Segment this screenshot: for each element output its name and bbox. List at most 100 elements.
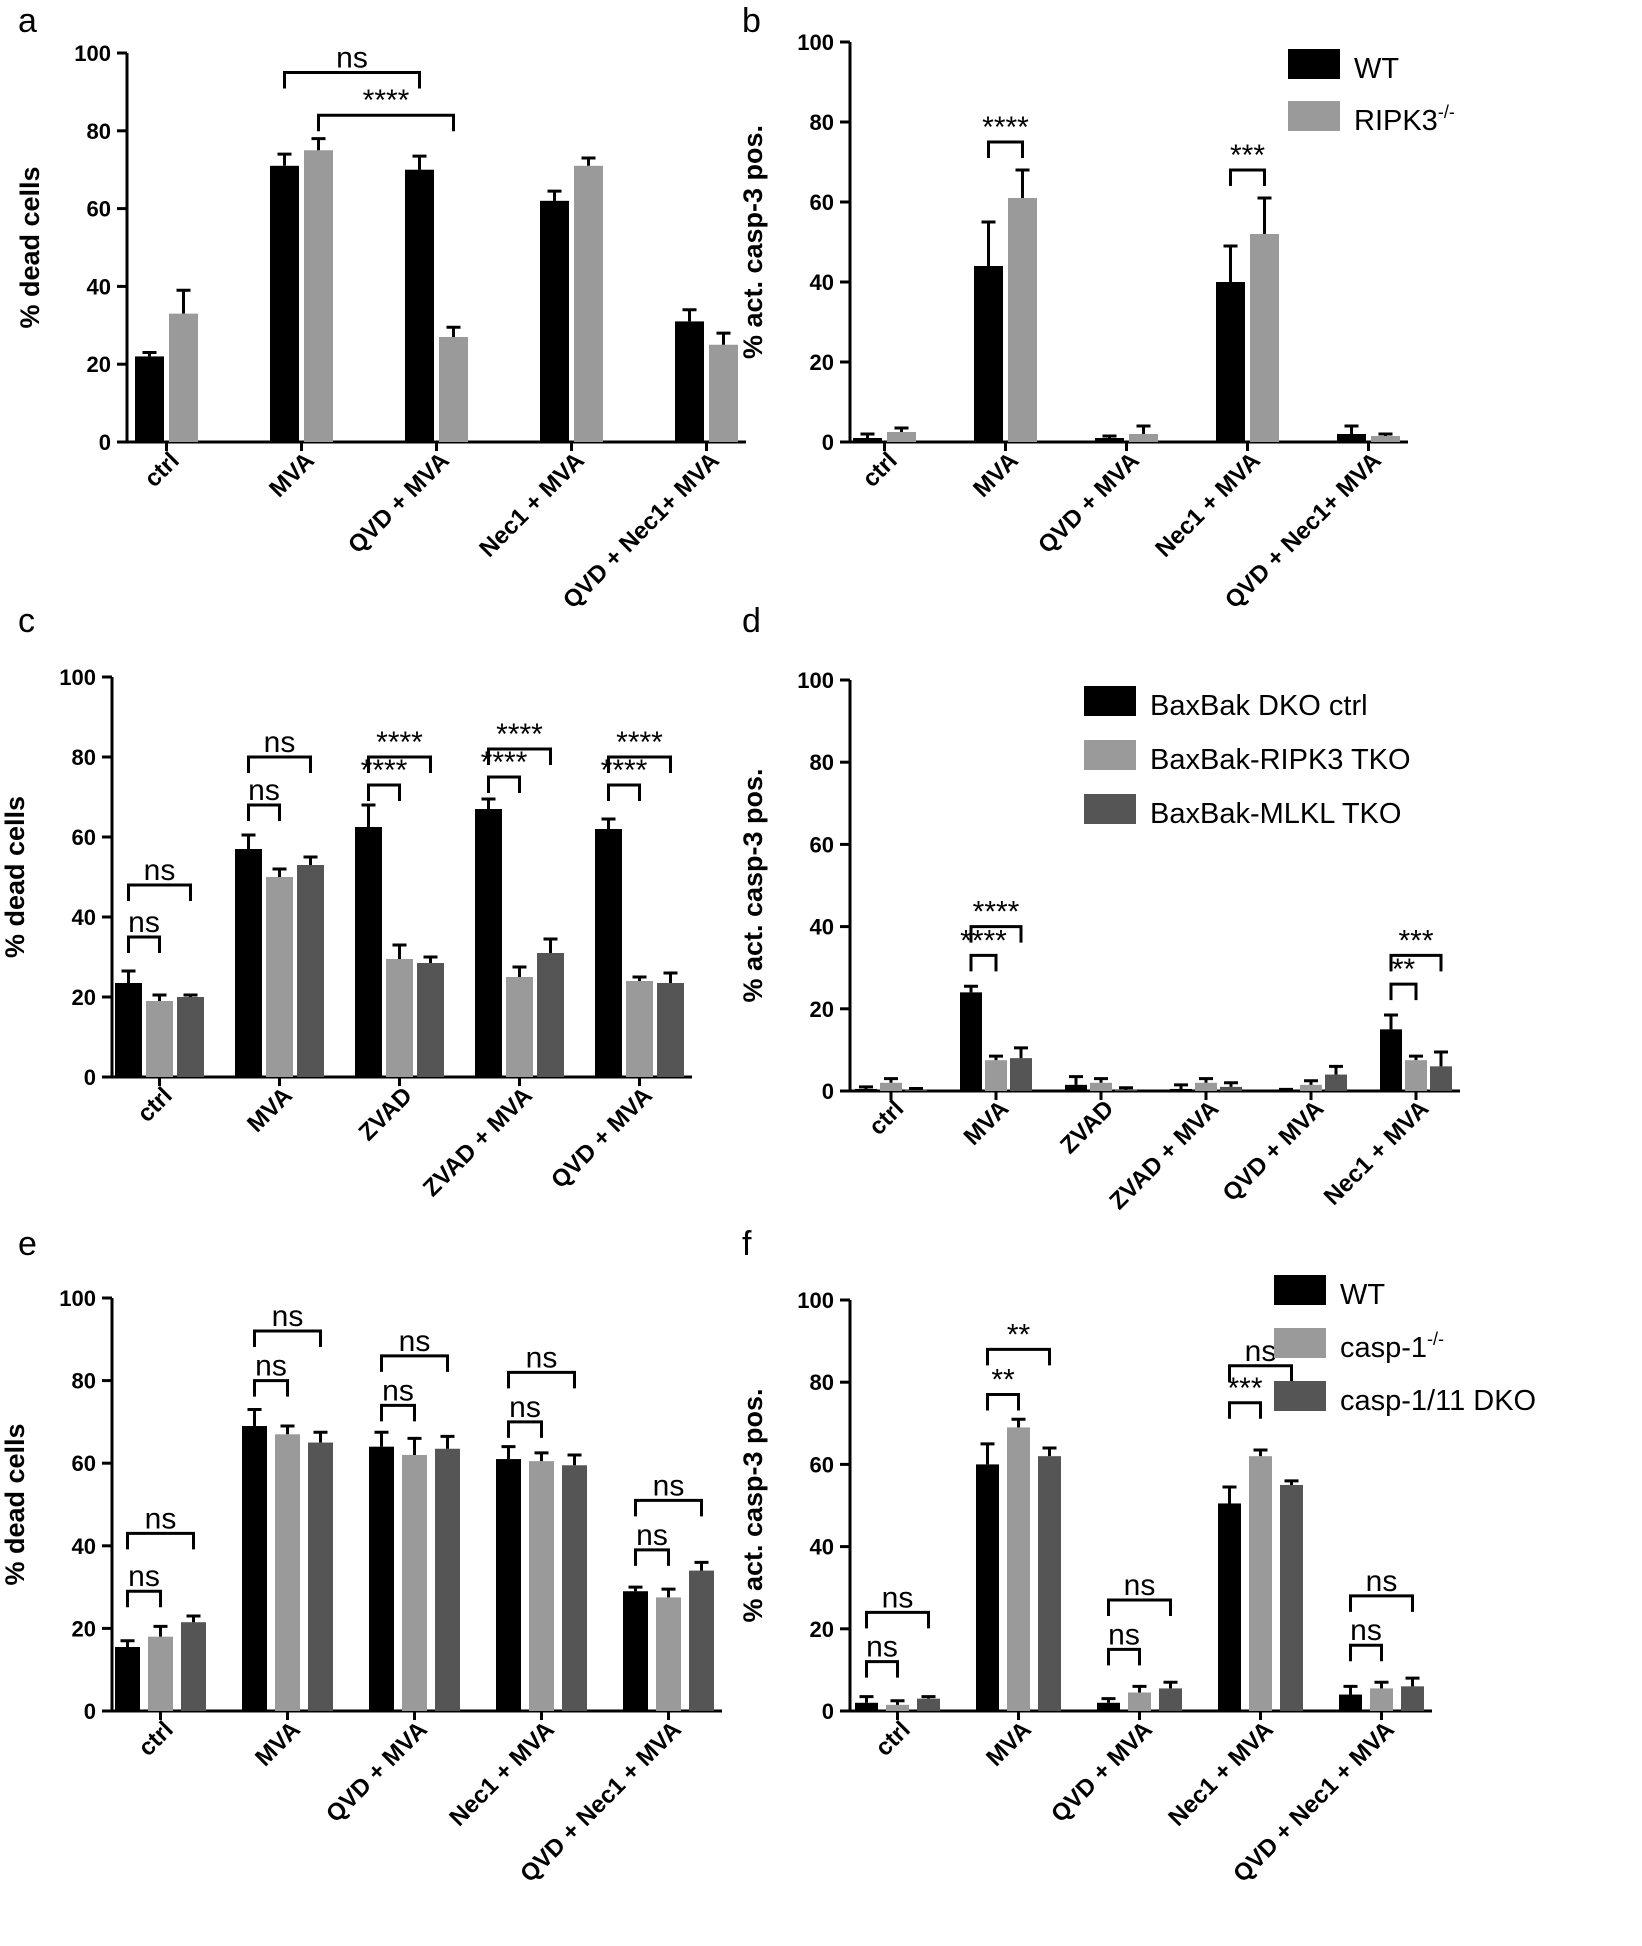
bar-f-0-2	[1097, 1702, 1120, 1711]
error-bar	[446, 325, 461, 337]
panel-label: b	[742, 2, 761, 40]
error-bar	[142, 351, 157, 357]
y-tick-label: 20	[87, 352, 111, 377]
legend-label: BaxBak-MLKL TKO	[1150, 798, 1401, 830]
bar-d-1-3	[1195, 1082, 1217, 1091]
bar-f-1-2	[1128, 1692, 1151, 1711]
x-tick-label: QVD + MVA	[1033, 447, 1145, 559]
bar-e-0-1	[242, 1426, 267, 1711]
bar-a-0-4	[675, 321, 704, 442]
bar-f-0-3	[1218, 1503, 1241, 1711]
significance-bracket	[634, 1498, 703, 1517]
significance-bracket	[1349, 1594, 1414, 1612]
legend-label: RIPK3-/-	[1354, 102, 1455, 137]
bar-b-1-3	[1250, 234, 1279, 442]
bar-e-1-2	[402, 1454, 427, 1711]
bar-b-0-0	[853, 438, 882, 442]
bar-e-1-4	[656, 1597, 681, 1711]
bar-b-0-1	[974, 266, 1003, 442]
bar-d-1-2	[1090, 1082, 1112, 1091]
error-bar	[601, 817, 616, 829]
significance-label: **	[991, 1364, 1015, 1397]
error-bar	[1284, 1479, 1299, 1485]
x-tick-label: ZVAD + MVA	[418, 1082, 538, 1202]
error-bar	[682, 308, 697, 322]
error-bar	[894, 426, 909, 432]
bar-f-0-1	[976, 1464, 999, 1711]
legend-label: WT	[1340, 1279, 1385, 1311]
significance-label: ns	[509, 1391, 541, 1424]
error-bar	[392, 943, 407, 959]
error-bar	[1374, 1680, 1389, 1689]
bar-b-0-3	[1216, 282, 1245, 442]
y-tick-label: 0	[822, 430, 834, 455]
error-bar	[860, 432, 875, 438]
bar-d-2-1	[1010, 1058, 1032, 1091]
bar-d-0-0	[855, 1088, 877, 1091]
error-bar	[1132, 1684, 1147, 1693]
error-bar	[1015, 168, 1030, 198]
significance-label: ns	[526, 1341, 558, 1374]
significance-label: ***	[1398, 924, 1433, 957]
bar-d-0-5	[1380, 1029, 1402, 1091]
bar-f-1-1	[1007, 1427, 1030, 1711]
x-tick-label: Nec1 + MVA	[1163, 1716, 1278, 1831]
legend-label-superscript: -/-	[1438, 102, 1455, 122]
error-bar	[859, 1085, 873, 1089]
error-bar	[407, 1436, 422, 1455]
bar-c-1-3	[506, 977, 533, 1077]
significance-label: ns	[1108, 1618, 1140, 1651]
panel-f: f % act. casp-3 pos. 0 20 40 60 80 100 ctrl MVA QV…	[738, 1225, 1536, 1888]
significance-bracket	[1389, 982, 1418, 1001]
significance-label: ns	[255, 1350, 287, 1383]
error-bar	[313, 1430, 328, 1443]
significance-label: ****	[973, 896, 1020, 929]
y-tick-label: 40	[72, 1534, 96, 1559]
bar-d-1-1	[985, 1060, 1007, 1091]
bar-c-1-0	[146, 1001, 173, 1077]
x-tick-label: MVA	[250, 1716, 306, 1772]
x-tick-label: QVD + MVA	[343, 447, 455, 559]
significance-bracket	[987, 140, 1024, 158]
y-tick-label: 20	[810, 1617, 834, 1642]
x-tick-label: ctrl	[870, 1716, 916, 1762]
bar-d-0-2	[1065, 1084, 1087, 1091]
y-tick-label: 20	[810, 350, 834, 375]
significance-bracket	[487, 775, 521, 793]
error-bar	[694, 1560, 709, 1571]
error-bar	[628, 1585, 643, 1592]
error-bar	[1094, 1077, 1108, 1083]
significance-bracket	[865, 1610, 930, 1629]
bar-e-2-2	[435, 1448, 460, 1711]
error-bar	[1014, 1046, 1028, 1059]
x-tick-label: QVD + MVA	[546, 1082, 658, 1194]
significance-label: ns	[145, 1502, 177, 1535]
error-bar	[247, 1408, 262, 1427]
error-bar	[1409, 1054, 1423, 1061]
error-bar	[581, 156, 596, 166]
x-tick-label: ZVAD	[1055, 1095, 1119, 1159]
bar-a-1-1	[304, 150, 333, 442]
bar-a-0-3	[540, 200, 569, 442]
panel-e: e % dead cells 0 20 40 60 80 100 ctrl MVA QVD + MV…	[0, 1225, 722, 1888]
error-bar	[153, 1624, 168, 1637]
significance-label: ns	[866, 1631, 898, 1664]
significance-bracket	[607, 783, 641, 801]
error-bar	[440, 1434, 455, 1449]
legend-label-superscript: -/-	[1427, 1329, 1444, 1349]
error-bar	[152, 993, 167, 1001]
error-bar	[661, 1587, 676, 1598]
bar-f-2-0	[917, 1698, 940, 1711]
bar-e-2-4	[689, 1570, 714, 1711]
bar-d-2-4	[1325, 1074, 1347, 1091]
error-bar	[1101, 1697, 1116, 1703]
legend-swatch	[1274, 1381, 1326, 1411]
y-tick-label: 100	[59, 665, 96, 690]
significance-label: ns	[636, 1519, 668, 1552]
error-bar	[1257, 196, 1272, 234]
legend-label: BaxBak-RIPK3 TKO	[1150, 744, 1411, 776]
y-tick-label: 80	[810, 1370, 834, 1395]
significance-bracket	[247, 803, 281, 821]
error-bar	[280, 1424, 295, 1435]
bar-d-2-5	[1430, 1066, 1452, 1091]
